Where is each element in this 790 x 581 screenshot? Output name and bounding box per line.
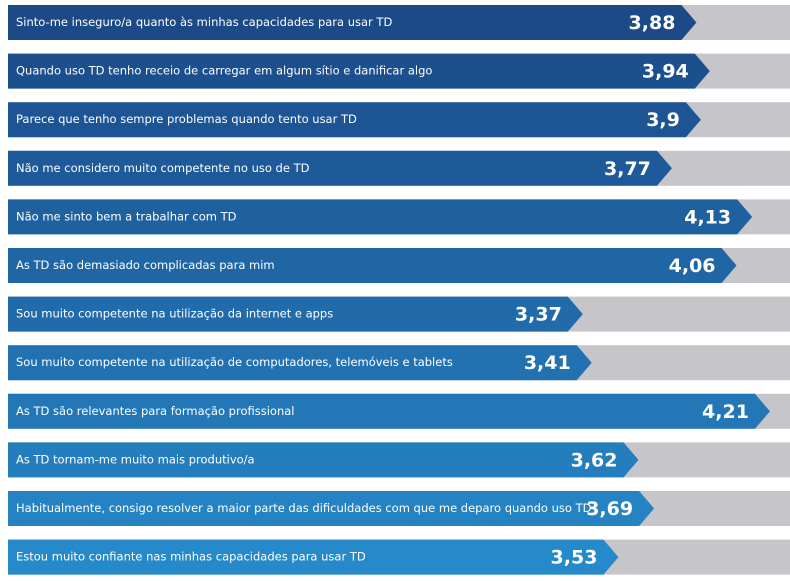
category-label: As TD são relevantes para formação profi… xyxy=(16,404,294,418)
category-label: Habitualmente, consigo resolver a maior … xyxy=(16,501,592,515)
category-label: Parece que tenho sempre problemas quando… xyxy=(16,112,357,126)
value-label: 3,9 xyxy=(646,109,680,131)
category-label: Quando uso TD tenho receio de carregar e… xyxy=(16,64,432,78)
bar xyxy=(8,102,701,138)
category-label: As TD tornam-me muito mais produtivo/a xyxy=(16,452,255,466)
bar xyxy=(8,345,592,381)
category-label: Estou muito confiante nas minhas capacid… xyxy=(16,550,366,564)
bar xyxy=(8,393,770,429)
value-label: 3,41 xyxy=(524,352,571,374)
value-label: 4,06 xyxy=(669,255,716,277)
value-label: 3,62 xyxy=(571,449,618,471)
value-label: 4,13 xyxy=(684,206,731,228)
bar xyxy=(8,539,619,575)
bar xyxy=(8,491,655,526)
value-label: 3,94 xyxy=(642,61,689,83)
category-label: Não me considero muito competente no uso… xyxy=(16,161,310,175)
bar xyxy=(8,296,583,332)
value-label: 3,69 xyxy=(586,498,633,520)
value-label: 3,53 xyxy=(551,547,598,569)
bar xyxy=(8,150,672,186)
bar xyxy=(8,248,737,283)
category-label: Sou muito competente na utilização da in… xyxy=(16,307,333,321)
category-label: Não me sinto bem a trabalhar com TD xyxy=(16,209,237,223)
bar xyxy=(8,53,710,89)
category-label: Sou muito competente na utilização de co… xyxy=(16,355,453,369)
bar xyxy=(8,5,697,40)
category-label: Sinto-me inseguro/a quanto às minhas cap… xyxy=(16,15,392,29)
value-label: 3,88 xyxy=(629,12,676,34)
bar xyxy=(8,442,639,478)
value-label: 3,77 xyxy=(604,158,651,180)
bar xyxy=(8,199,753,235)
value-label: 4,21 xyxy=(702,401,749,423)
category-label: As TD são demasiado complicadas para mim xyxy=(16,258,275,272)
value-label: 3,37 xyxy=(515,304,562,326)
